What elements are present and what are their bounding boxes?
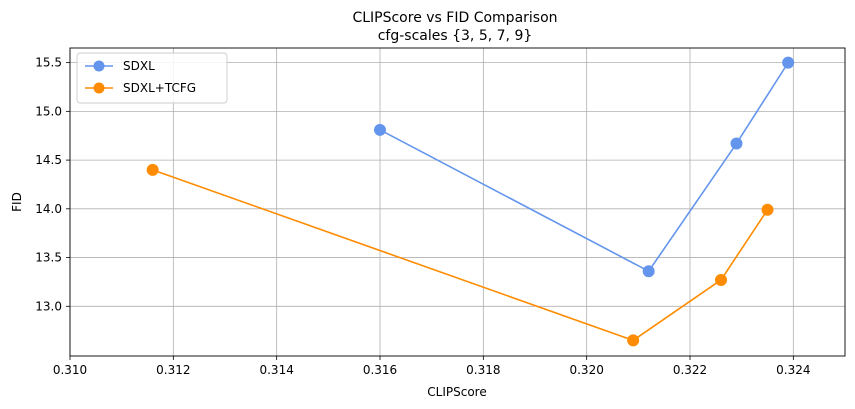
y-tick-label: 13.5 [35, 251, 62, 265]
series-sdxl [374, 56, 795, 278]
x-tick-label: 0.320 [569, 363, 603, 377]
y-tick-label: 13.0 [35, 299, 62, 313]
chart-title: CLIPScore vs FID Comparison [352, 10, 557, 26]
data-point [715, 273, 727, 286]
axis-ticks: 0.310 0.312 0.314 0.316 0.318 0.320 0.322 0.324… [35, 56, 810, 377]
legend-label: SDXL+TCFG [123, 81, 196, 95]
y-axis-label: FID [10, 192, 24, 212]
legend-item: SDXL [85, 59, 155, 73]
data-point [730, 137, 743, 150]
x-tick-label: 0.312 [156, 363, 190, 377]
data-point [627, 334, 640, 347]
x-tick-label: 0.324 [776, 363, 810, 377]
legend-label: SDXL [123, 59, 155, 73]
y-tick-label: 15.5 [35, 56, 62, 70]
plot-area [69, 47, 846, 357]
x-tick-label: 0.322 [673, 363, 707, 377]
data-point [642, 265, 655, 278]
legend: SDXL SDXL+TCFG [76, 52, 228, 104]
series-layer [146, 56, 795, 347]
data-point [761, 203, 774, 216]
legend-marker [93, 82, 105, 94]
legend-marker [93, 60, 105, 72]
y-tick-label: 15.0 [35, 104, 62, 118]
data-point [782, 56, 795, 69]
x-tick-label: 0.314 [259, 363, 293, 377]
series-sdxl-tcfg [146, 163, 774, 347]
y-tick-label: 14.0 [35, 202, 62, 216]
y-tick-label: 14.5 [35, 153, 62, 167]
legend-box [76, 52, 228, 104]
series-line [379, 62, 789, 273]
x-tick-label: 0.318 [466, 363, 500, 377]
data-point [374, 123, 386, 136]
legend-item: SDXL+TCFG [85, 81, 196, 95]
chart-subtitle: cfg-scales {3, 5, 7, 9} [378, 28, 533, 44]
series-line [152, 169, 769, 342]
data-point [146, 163, 159, 176]
x-tick-label: 0.310 [53, 363, 87, 377]
x-axis-label: CLIPScore [427, 385, 486, 399]
x-tick-label: 0.316 [363, 363, 397, 377]
